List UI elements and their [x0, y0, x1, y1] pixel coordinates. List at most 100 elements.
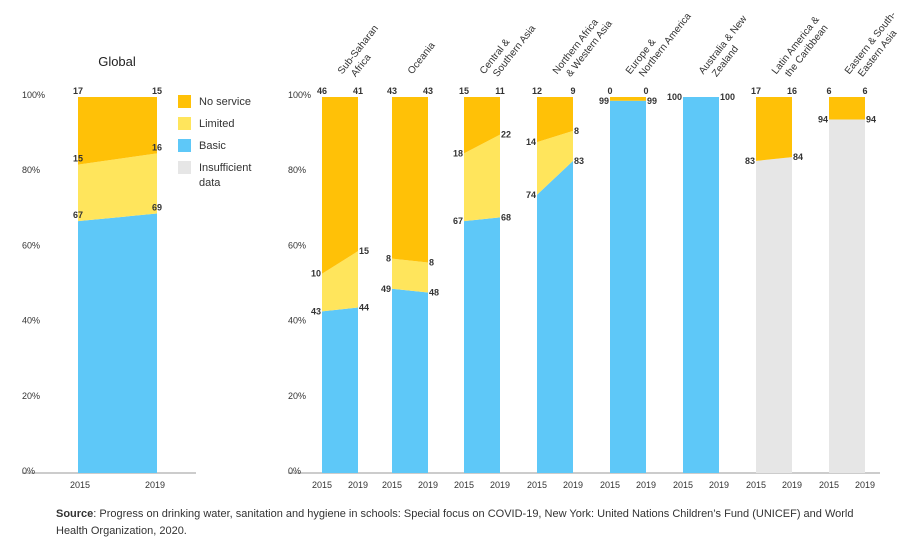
region-3-data-label: 15 — [459, 86, 469, 96]
region-1-data-label: 10 — [311, 269, 321, 279]
region-1-segment-limited — [322, 251, 358, 312]
global-ytick-label: 40% — [22, 316, 40, 326]
region-7-data-label: 83 — [745, 156, 755, 166]
source-note: Source: Progress on drinking water, sani… — [56, 506, 876, 540]
region-1-data-label: 43 — [311, 306, 321, 316]
region-1-title: Sub-SaharanAfrica — [336, 23, 390, 84]
region-3-xtick-label: 2019 — [490, 480, 510, 490]
region-3-data-label: 11 — [495, 86, 505, 96]
region-4-data-label: 83 — [574, 156, 584, 166]
region-8-segment-no-service — [829, 97, 865, 120]
region-2-title: Oceania — [406, 40, 438, 76]
legend-item-insufficient-data: Insufficient data — [178, 161, 259, 191]
region-6-title: Australia & NewZealand — [697, 13, 759, 84]
region-4-data-label: 8 — [574, 126, 579, 136]
region-8-data-label: 6 — [826, 86, 831, 96]
legend-label-no-service: No service — [199, 96, 251, 108]
legend-label-limited: Limited — [199, 118, 235, 130]
region-3-data-label: 22 — [501, 130, 511, 140]
region-2-xtick-label: 2015 — [382, 480, 402, 490]
region-7-xtick-label: 2019 — [782, 480, 802, 490]
region-4-segment-basic — [537, 160, 573, 474]
region-2-data-label: 49 — [381, 284, 391, 294]
region-3-data-label: 18 — [453, 148, 463, 158]
region-4-xtick-label: 2015 — [527, 480, 547, 490]
region-7-title: Latin America &the Caribbean — [770, 14, 831, 84]
region-5-title: Europe &Northern America — [624, 3, 694, 84]
region-1-xtick-label: 2019 — [348, 480, 368, 490]
region-4-data-label: 74 — [526, 190, 536, 200]
region-2-xtick-label: 2019 — [418, 480, 438, 490]
global-xtick-label: 2019 — [145, 480, 165, 490]
global-data-label: 69 — [152, 203, 162, 213]
region-2-segment-no-service — [392, 97, 428, 263]
region-5-segment-basic — [610, 100, 646, 473]
region-5-data-label: 0 — [607, 86, 612, 96]
region-4-title: Northern Africa& Western Asia — [551, 11, 615, 84]
global-segment-basic — [78, 213, 157, 473]
region-8-data-label: 6 — [862, 86, 867, 96]
region-6-xtick-label: 2015 — [673, 480, 693, 490]
global-data-label: 67 — [73, 210, 83, 220]
region-4-data-label: 9 — [570, 86, 575, 96]
global-segment-limited — [78, 153, 157, 222]
legend-label-basic: Basic — [199, 140, 226, 152]
legend-item-limited: Limited — [178, 117, 259, 132]
region-1-data-label: 44 — [359, 303, 369, 313]
global-data-label: 17 — [73, 86, 83, 96]
region-2-title-line: Oceania — [406, 40, 438, 76]
region-1-data-label: 46 — [317, 86, 327, 96]
legend-swatch-basic — [178, 139, 191, 152]
region-3-segment-limited — [464, 134, 500, 222]
region-1-data-label: 15 — [359, 246, 369, 256]
regions-ytick-label: 100% — [288, 90, 311, 100]
region-7-xtick-label: 2015 — [746, 480, 766, 490]
region-6-xtick-label: 2019 — [709, 480, 729, 490]
legend-item-basic: Basic — [178, 139, 259, 154]
region-5-xtick-label: 2015 — [600, 480, 620, 490]
source-text: : Progress on drinking water, sanitation… — [56, 508, 854, 537]
region-4-segment-limited — [537, 130, 573, 195]
region-1-segment-basic — [322, 307, 358, 473]
source-label: Source — [56, 508, 94, 520]
region-4-data-label: 12 — [532, 86, 542, 96]
region-3-data-label: 67 — [453, 216, 463, 226]
legend-label-insufficient-data: Insufficient data — [199, 162, 252, 189]
region-3-xtick-label: 2015 — [454, 480, 474, 490]
regions-ytick-label: 20% — [288, 391, 306, 401]
region-7-segment-no-service — [756, 97, 792, 161]
region-5-segment-no-service — [610, 97, 646, 101]
global-segment-no-service — [78, 97, 157, 165]
legend-item-no-service: No service — [178, 95, 259, 110]
global-ytick-label: 100% — [22, 90, 45, 100]
region-8-data-label: 94 — [818, 115, 828, 125]
region-3-segment-no-service — [464, 97, 500, 154]
region-6-segment-basic — [683, 97, 719, 473]
regions-ytick-label: 60% — [288, 240, 306, 250]
region-4-xtick-label: 2019 — [563, 480, 583, 490]
region-4-segment-no-service — [537, 97, 573, 143]
global-ytick-label: 80% — [22, 165, 40, 175]
region-5-data-label: 99 — [647, 96, 657, 106]
region-6-data-label: 100 — [667, 92, 682, 102]
region-1-xtick-label: 2015 — [312, 480, 332, 490]
region-6-data-label: 100 — [720, 92, 735, 102]
region-7-data-label: 84 — [793, 152, 803, 162]
region-2-data-label: 43 — [387, 86, 397, 96]
global-ytick-label: 60% — [22, 240, 40, 250]
legend-swatch-limited — [178, 117, 191, 130]
region-8-title: Eastern & South-Eastern Asia — [843, 10, 908, 84]
region-2-data-label: 43 — [423, 86, 433, 96]
region-8-data-label: 94 — [866, 115, 876, 125]
global-ytick-label: 20% — [22, 391, 40, 401]
region-3-data-label: 68 — [501, 212, 511, 222]
region-7-data-label: 17 — [751, 86, 761, 96]
global-ytick-label: 0% — [22, 466, 35, 476]
region-3-title: Central &Southern Asia — [478, 16, 538, 84]
region-5-xtick-label: 2019 — [636, 480, 656, 490]
global-data-label: 16 — [152, 142, 162, 152]
region-2-data-label: 8 — [386, 254, 391, 264]
regions-ytick-label: 40% — [288, 316, 306, 326]
region-2-data-label: 8 — [429, 257, 434, 267]
